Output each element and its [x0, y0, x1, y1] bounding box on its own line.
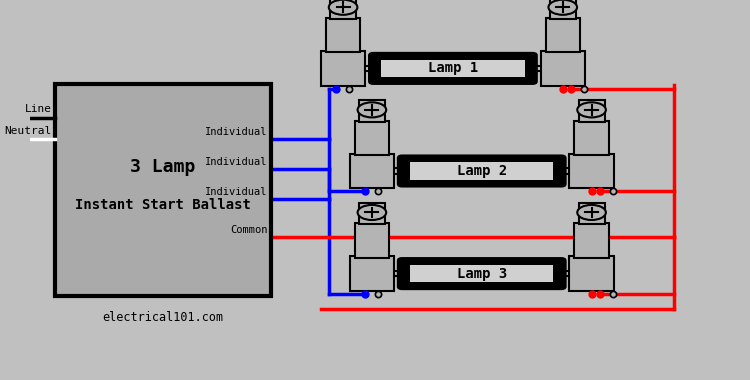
Text: Neutral: Neutral — [4, 125, 52, 136]
FancyBboxPatch shape — [398, 156, 565, 186]
Circle shape — [358, 102, 386, 117]
Bar — [574, 223, 609, 258]
Bar — [546, 18, 580, 52]
Bar — [330, 0, 356, 19]
Bar — [55, 84, 271, 296]
FancyBboxPatch shape — [398, 259, 565, 288]
Bar — [355, 121, 389, 155]
Text: Lamp 2: Lamp 2 — [457, 164, 507, 178]
Bar — [410, 162, 554, 180]
Bar — [359, 203, 385, 225]
Bar — [410, 265, 554, 282]
Text: Individual: Individual — [205, 187, 268, 197]
Bar — [381, 60, 524, 77]
Bar — [550, 0, 576, 19]
Text: electrical101.com: electrical101.com — [103, 311, 224, 324]
Bar — [326, 18, 360, 52]
Text: 3 Lamp: 3 Lamp — [130, 158, 196, 176]
Text: Line: Line — [25, 104, 52, 114]
Bar — [350, 256, 394, 291]
Circle shape — [548, 0, 577, 15]
Bar — [321, 51, 365, 86]
Circle shape — [358, 205, 386, 220]
Bar — [578, 100, 604, 122]
FancyBboxPatch shape — [370, 54, 536, 83]
Bar — [569, 154, 614, 188]
Circle shape — [578, 102, 606, 117]
Bar — [574, 121, 609, 155]
Bar — [350, 154, 394, 188]
Text: Individual: Individual — [205, 127, 268, 137]
Circle shape — [328, 0, 358, 15]
Bar — [578, 203, 604, 225]
Text: Instant Start Ballast: Instant Start Ballast — [75, 198, 251, 212]
Bar — [541, 51, 585, 86]
Circle shape — [578, 205, 606, 220]
Bar — [359, 100, 385, 122]
Bar — [569, 256, 614, 291]
Bar — [355, 223, 389, 258]
Text: Common: Common — [230, 225, 268, 235]
Text: Lamp 1: Lamp 1 — [427, 62, 478, 75]
Text: Individual: Individual — [205, 157, 268, 167]
Text: Lamp 3: Lamp 3 — [457, 267, 507, 280]
